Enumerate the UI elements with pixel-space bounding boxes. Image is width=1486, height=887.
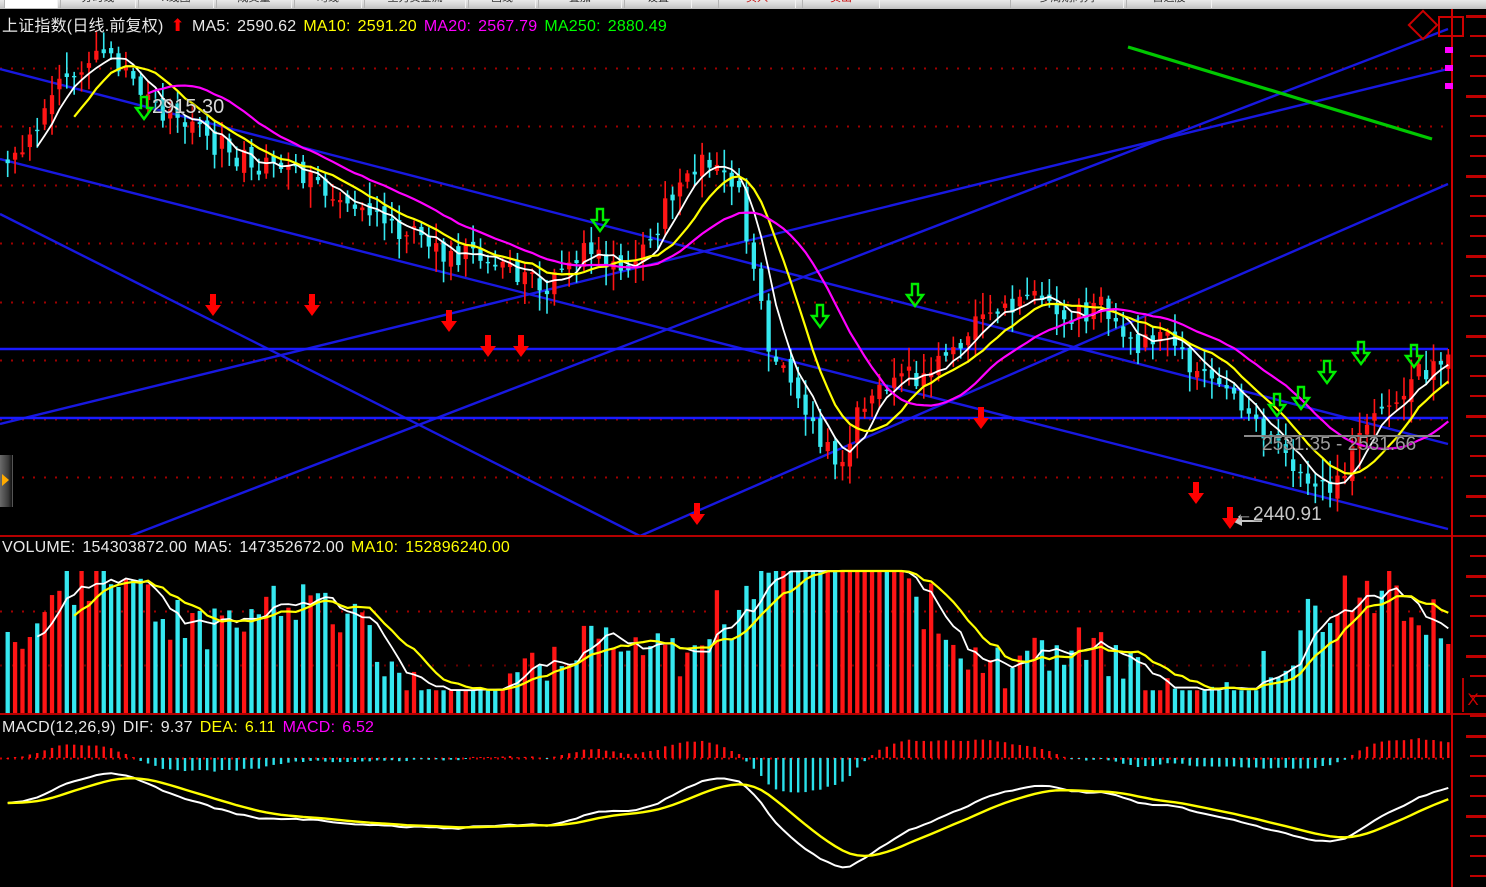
ma10-value: 2591.20 (357, 18, 417, 35)
axis-tick (1470, 835, 1486, 837)
ma250-label: MA250: (544, 18, 601, 35)
dif-label: DIF: (122, 719, 154, 736)
axis-tick (1470, 75, 1486, 77)
axis-tick (1470, 155, 1486, 157)
dif-value: 9.37 (160, 719, 193, 736)
axis-tick (1470, 615, 1486, 617)
axis-tick (1470, 715, 1486, 717)
axis-tick (1470, 695, 1486, 697)
axis-tick (1466, 15, 1486, 18)
axis-tick (1470, 295, 1486, 297)
ma5-label: MA5: (191, 18, 231, 35)
toolbar-button-12[interactable]: 自选股 (1126, 0, 1212, 8)
dashed-line-tool-icon[interactable] (1445, 40, 1458, 94)
axis-tick (1470, 635, 1486, 637)
axis-tick (1470, 235, 1486, 237)
axis-tick (1466, 415, 1486, 418)
axis-tick (1466, 655, 1486, 658)
axis-tick (1470, 515, 1486, 517)
axis-tick (1466, 735, 1486, 738)
axis-tick (1470, 455, 1486, 457)
ma250-value: 2880.49 (607, 18, 667, 35)
axis-tick (1470, 395, 1486, 397)
price-axis[interactable] (1446, 9, 1486, 887)
peak-price-label: 2915.30 (152, 96, 225, 118)
window-tool-icon[interactable] (1438, 16, 1464, 37)
volume-ma5-value: 147352672.00 (239, 539, 345, 556)
axis-tick (1470, 535, 1486, 537)
price-chart-panel[interactable] (0, 9, 1486, 536)
axis-tick (1470, 555, 1486, 557)
axis-tick (1466, 175, 1486, 178)
panel-divider-1 (0, 535, 1486, 537)
ma20-label: MA20: (423, 18, 472, 35)
axis-tick (1466, 255, 1486, 258)
volume-ma10-value: 152896240.00 (405, 539, 511, 556)
axis-tick (1466, 815, 1486, 818)
close-indicator-button[interactable]: X (1462, 678, 1482, 712)
expand-sidebar-icon (2, 474, 9, 486)
toolbar-button-7[interactable]: 叠加 (538, 0, 622, 8)
axis-tick (1470, 595, 1486, 597)
toolbar-button-6[interactable]: 画线 (468, 0, 536, 8)
axis-tick (1470, 215, 1486, 217)
axis-tick (1470, 315, 1486, 317)
axis-tick (1466, 95, 1486, 98)
macd-title: MACD(12,26,9) (2, 719, 116, 736)
macd-chart-panel[interactable] (0, 716, 1486, 887)
axis-tick (1466, 335, 1486, 338)
axis-tick (1470, 875, 1486, 877)
toolbar-button-9[interactable]: 买入 (718, 0, 796, 8)
toolbar-button-10[interactable]: 卖出 (802, 0, 880, 8)
axis-tick (1470, 375, 1486, 377)
axis-tick (1470, 195, 1486, 197)
toolbar-button-11[interactable]: 多周期同列 (1010, 0, 1124, 8)
toolbar-button-8[interactable]: 设置 (624, 0, 692, 8)
low-price-label: ←2440.91 (1234, 504, 1322, 525)
toolbar-button-4[interactable]: 均线 (294, 0, 362, 8)
macd-panel-header: MACD(12,26,9) DIF: 9.37 DEA: 6.11 MACD: 6.52 (2, 719, 381, 737)
axis-tick (1466, 575, 1486, 578)
toolbar-button-2[interactable]: K线图 (138, 0, 214, 8)
toolbar-button-3[interactable]: 成交量 (216, 0, 292, 8)
axis-tick (1470, 855, 1486, 857)
toolbar-button-5[interactable]: 主力资金流 (364, 0, 466, 8)
dea-value: 6.11 (244, 719, 276, 736)
ma5-value: 2590.62 (237, 18, 297, 35)
axis-tick (1466, 495, 1486, 498)
axis-line (1451, 9, 1453, 887)
volume-label: VOLUME: (2, 539, 76, 556)
ma20-value: 2567.79 (478, 18, 538, 35)
axis-tick (1470, 795, 1486, 797)
dea-label: DEA: (199, 719, 238, 736)
axis-tick (1470, 135, 1486, 137)
axis-tick (1470, 35, 1486, 37)
axis-tick (1470, 775, 1486, 777)
axis-tick (1470, 115, 1486, 117)
volume-chart-panel[interactable] (0, 537, 1486, 713)
volume-value: 154303872.00 (82, 539, 188, 556)
volume-ma10-label: MA10: (351, 539, 399, 556)
panel-divider-2 (0, 713, 1486, 715)
price-panel-header: 上证指数(日线.前复权) ⬆ MA5: 2590.62 MA10: 2591.20 MA20… (2, 12, 674, 36)
axis-tick (1470, 55, 1486, 57)
trend-up-arrow-icon: ⬆ (170, 16, 185, 35)
volume-panel-header: VOLUME: 154303872.00 MA5: 147352672.00 MA10:… (2, 539, 517, 557)
range-band-label: 2531.35 - 2531.66 (1262, 434, 1417, 455)
volume-ma5-label: MA5: (194, 539, 233, 556)
axis-tick (1470, 475, 1486, 477)
axis-tick (1470, 435, 1486, 437)
axis-tick (1470, 675, 1486, 677)
toolbar-button-1[interactable]: 分时线 (60, 0, 136, 8)
toolbar-button-0[interactable] (4, 0, 58, 8)
sidebar-expand-handle[interactable] (0, 455, 13, 507)
macd-label: MACD: (282, 719, 336, 736)
instrument-title: 上证指数(日线.前复权) (2, 18, 164, 35)
macd-value: 6.52 (342, 719, 375, 736)
axis-tick (1470, 355, 1486, 357)
ma10-label: MA10: (303, 18, 351, 35)
axis-tick (1470, 755, 1486, 757)
axis-tick (1470, 275, 1486, 277)
